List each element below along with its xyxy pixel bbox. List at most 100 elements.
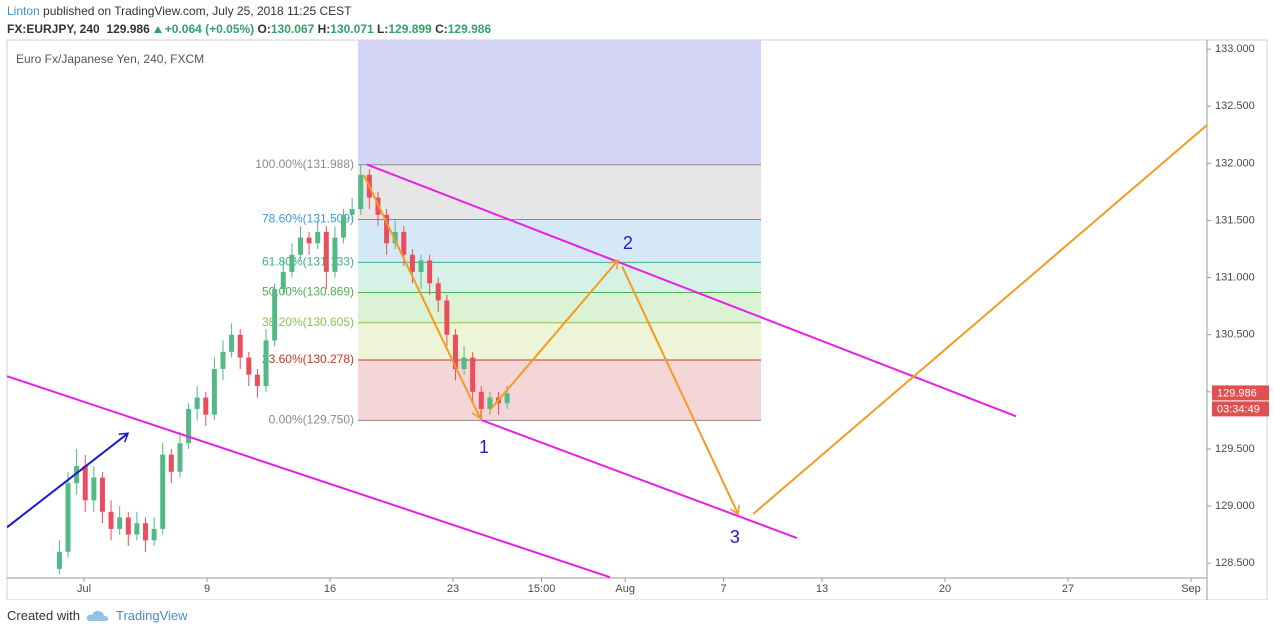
candle-body <box>237 334 243 358</box>
candle-body <box>323 231 329 272</box>
x-tick-label: 13 <box>816 583 828 595</box>
candle-body <box>349 209 355 215</box>
candle-body <box>358 174 364 210</box>
candle-body <box>341 214 347 238</box>
candle-body <box>306 237 312 244</box>
symbol: FX:EURJPY, 240 <box>7 22 100 36</box>
trend-line <box>481 419 798 539</box>
candle-body <box>297 237 303 255</box>
fib-band <box>358 292 761 323</box>
candle-body <box>263 340 269 387</box>
fib-retracement: 100.00%(131.988) 78.60%(131.509) 61.80%(13… <box>255 40 761 427</box>
ohlc-key: O: <box>257 22 271 36</box>
candle-body <box>186 408 192 444</box>
x-tick-label: Jul <box>77 583 91 595</box>
ohlc-key: C: <box>435 22 448 36</box>
footer: Created with TradingView <box>7 608 188 623</box>
candle-body <box>134 523 140 535</box>
candle-body <box>117 517 123 529</box>
y-tick-label: 129.000 <box>1215 500 1255 512</box>
candle-body <box>452 334 458 369</box>
x-tick-label: 15:00 <box>528 583 556 595</box>
candle-body <box>177 443 183 472</box>
chart-title: Euro Fx/Japanese Yen, 240, FXCM <box>16 52 204 66</box>
fib-band <box>358 164 761 220</box>
axes: 128.500129.000129.500130.000130.500131.0… <box>77 43 1269 595</box>
brand-logo <box>86 610 109 621</box>
chart: 100.00%(131.988) 78.60%(131.509) 61.80%(13… <box>6 39 1269 600</box>
fib-band <box>358 40 761 165</box>
trend-arrow <box>363 174 482 420</box>
author[interactable]: Linton <box>7 4 40 18</box>
ohlc-value: 129.986 <box>447 22 492 36</box>
candle-body <box>229 334 235 352</box>
x-tick-label: 7 <box>721 583 727 595</box>
drawings: 1 2 3 <box>7 123 1207 578</box>
y-tick-label: 128.500 <box>1215 557 1255 569</box>
footer-brand[interactable]: TradingView <box>115 608 188 623</box>
fib-band <box>358 219 761 263</box>
trend-arrow <box>7 432 130 529</box>
trend-line <box>752 123 1207 515</box>
published: published on TradingView.com, July 25, 2… <box>39 4 352 18</box>
candle-body <box>168 454 174 472</box>
candle-body <box>444 300 450 335</box>
footer-text: Created with <box>7 608 80 623</box>
candle-body <box>280 271 286 290</box>
candle-body <box>91 477 97 501</box>
candle-body <box>427 260 433 284</box>
publish-line: Linton published on TradingView.com, Jul… <box>7 4 351 18</box>
candle-body <box>487 397 493 409</box>
y-tick-label: 130.500 <box>1215 329 1255 341</box>
fib-label: 0.00%(129.750) <box>269 413 354 427</box>
quote-line: FX:EURJPY, 240 129.986 +0.064 (+0.05%) O:… <box>7 22 491 36</box>
wave-label: 3 <box>730 527 740 547</box>
x-tick-label: 9 <box>204 583 210 595</box>
candle-body <box>203 397 209 415</box>
ohlc-value: 130.067 <box>270 22 315 36</box>
trend-arrow <box>489 259 619 411</box>
countdown-box <box>1212 401 1269 417</box>
candle-body <box>470 357 476 392</box>
x-tick-label: Aug <box>615 583 635 595</box>
candle-body <box>74 466 80 484</box>
wave-label: 2 <box>623 233 633 253</box>
change: +0.064 (+0.05%) <box>164 22 255 36</box>
fib-label: 38.20%(130.605) <box>262 315 354 329</box>
fib-label: 100.00%(131.988) <box>255 157 354 171</box>
fib-band <box>358 360 761 421</box>
y-tick-label: 133.000 <box>1215 43 1255 55</box>
y-tick-label: 131.500 <box>1215 214 1255 226</box>
fib-label: 61.80%(131.133) <box>262 255 354 269</box>
candle-body <box>435 283 441 301</box>
candle-body <box>151 528 157 541</box>
candle-body <box>82 466 88 501</box>
candle-body <box>461 357 467 369</box>
trend-arrow <box>621 265 740 516</box>
x-tick-label: 20 <box>939 583 951 595</box>
candle-body <box>246 357 252 375</box>
candle-body <box>108 511 114 529</box>
fib-band <box>358 262 761 293</box>
x-tick-label: 27 <box>1062 583 1074 595</box>
ohlc-value: 130.071 <box>330 22 374 36</box>
fib-label: 23.60%(130.278) <box>262 352 354 366</box>
candle-body <box>289 254 295 272</box>
candles <box>56 164 510 575</box>
last-price-label: 129.986 <box>1217 387 1257 399</box>
trend-line <box>366 163 1017 418</box>
x-tick-label: 16 <box>324 583 336 595</box>
last-price-box <box>1212 385 1269 401</box>
candle-body <box>99 477 105 512</box>
candle-body <box>56 551 62 569</box>
candle-body <box>332 237 338 272</box>
candle-body <box>272 289 278 341</box>
candle-body <box>254 374 260 387</box>
up-icon <box>153 26 162 33</box>
candle-body <box>392 231 398 244</box>
ohlc-key: H: <box>317 22 331 36</box>
ohlc-key: L: <box>377 22 389 36</box>
candle-body <box>125 517 131 535</box>
y-tick-label: 131.000 <box>1215 271 1255 283</box>
x-tick-label: Sep <box>1181 583 1201 595</box>
